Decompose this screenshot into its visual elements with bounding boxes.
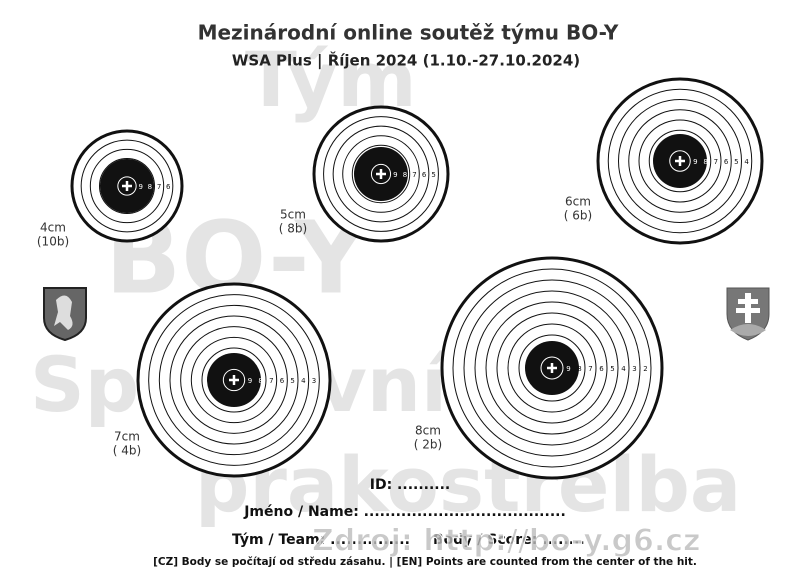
ring-number: 3 bbox=[632, 365, 636, 373]
ring-number: 6 bbox=[422, 171, 427, 179]
ring-number: 9 bbox=[139, 183, 143, 191]
id-field: ID: .......... bbox=[370, 477, 451, 493]
ring-number: 5 bbox=[431, 171, 435, 179]
ring-number: 8 bbox=[703, 158, 707, 166]
ring-number: 9 bbox=[393, 171, 397, 179]
target-points: ( 2b) bbox=[414, 438, 442, 452]
ring-number: 9 bbox=[566, 365, 570, 373]
ring-number: 8 bbox=[577, 365, 581, 373]
ring-number: 6 bbox=[280, 377, 285, 385]
ring-number: 5 bbox=[290, 377, 294, 385]
ring-number: 6 bbox=[166, 183, 171, 191]
ring-number: 9 bbox=[248, 377, 252, 385]
ring-number: 4 bbox=[621, 365, 626, 373]
target-size: 4cm bbox=[40, 221, 66, 235]
target-points: (10b) bbox=[37, 235, 69, 249]
ring-number: 7 bbox=[588, 365, 592, 373]
target-size: 5cm bbox=[280, 208, 306, 222]
title: Mezinárodní online soutěž týmu BO-Y bbox=[198, 21, 619, 45]
czech-emblem bbox=[44, 288, 86, 340]
ring-number: 7 bbox=[157, 183, 161, 191]
ring-number: 7 bbox=[412, 171, 416, 179]
ring-number: 8 bbox=[258, 377, 262, 385]
target-points: ( 4b) bbox=[113, 444, 141, 458]
target-points: ( 6b) bbox=[564, 209, 592, 223]
source: Zdroj: http://bo-y.g6.cz bbox=[312, 524, 701, 559]
ring-number: 8 bbox=[403, 171, 407, 179]
ring-number: 3 bbox=[312, 377, 316, 385]
ring-number: 5 bbox=[734, 158, 738, 166]
target-points: ( 8b) bbox=[279, 222, 307, 236]
ring-number: 4 bbox=[301, 377, 306, 385]
ring-number: 4 bbox=[744, 158, 749, 166]
ring-number: 6 bbox=[724, 158, 729, 166]
ring-number: 2 bbox=[643, 365, 647, 373]
target-size: 6cm bbox=[565, 195, 591, 209]
subtitle: WSA Plus | Říjen 2024 (1.10.-27.10.2024) bbox=[232, 51, 580, 71]
ring-number: 7 bbox=[269, 377, 273, 385]
ring-number: 6 bbox=[599, 365, 604, 373]
ring-number: 8 bbox=[148, 183, 152, 191]
ring-number: 7 bbox=[714, 158, 718, 166]
target-size: 8cm bbox=[415, 424, 441, 438]
name-field: Jméno / Name: ..........................… bbox=[243, 504, 566, 520]
ring-number: 5 bbox=[610, 365, 614, 373]
target-size: 7cm bbox=[114, 430, 140, 444]
ring-number: 9 bbox=[693, 158, 697, 166]
footer-note: [CZ] Body se počítají od středu zásahu. … bbox=[153, 556, 697, 568]
target-sheet: Tým BO-Y Sportovní prakostřelba Mezináro… bbox=[0, 0, 797, 569]
